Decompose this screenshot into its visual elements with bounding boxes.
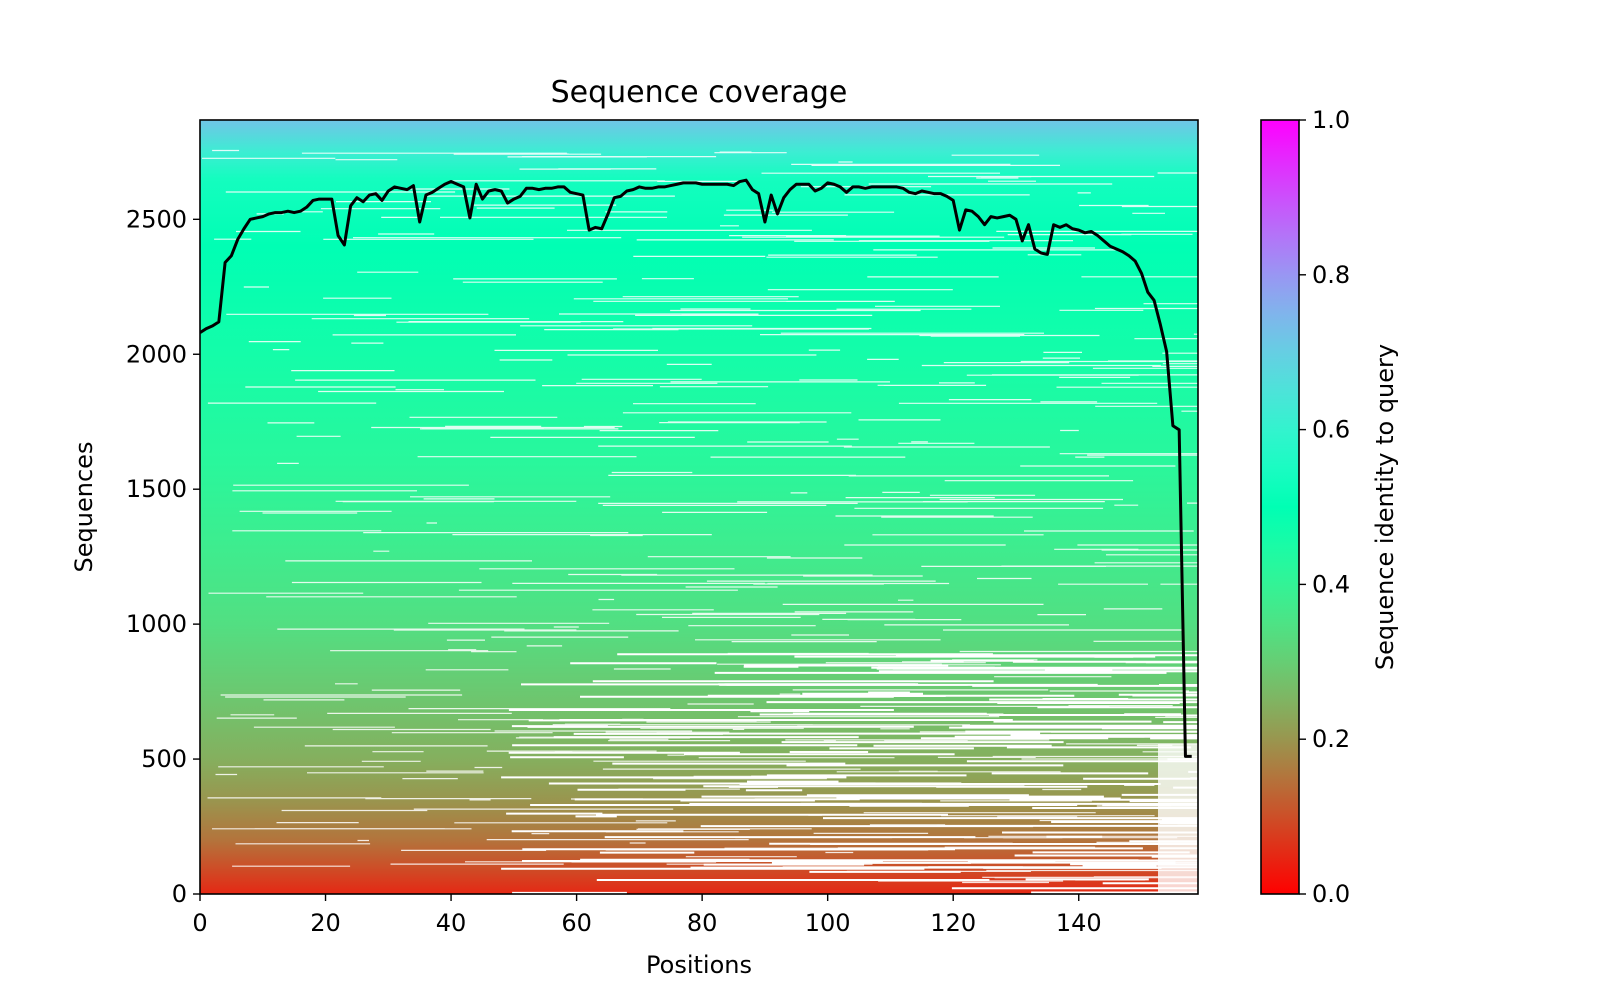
x-tick-label: 40 <box>436 909 467 937</box>
colorbar-tick-label: 0.0 <box>1312 880 1350 908</box>
colorbar-tick-label: 0.6 <box>1312 416 1350 444</box>
y-tick-label: 2000 <box>126 340 187 368</box>
y-tick-label: 2500 <box>126 205 187 233</box>
x-tick-label: 20 <box>310 909 341 937</box>
y-tick-label: 500 <box>141 745 187 773</box>
heatmap-gap-lines-lower <box>501 653 1198 894</box>
colorbar-label: Sequence identity to query <box>1371 344 1399 670</box>
x-tick-label: 120 <box>930 909 976 937</box>
y-tick-label: 1500 <box>126 475 187 503</box>
colorbar: 0.0 0.2 0.4 0.6 0.8 1.0 Sequence identity to … <box>1260 106 1399 908</box>
x-tick-label: 140 <box>1056 909 1102 937</box>
colorbar-body <box>1260 119 1300 895</box>
x-tick-label: 100 <box>805 909 851 937</box>
colorbar-tick-label: 1.0 <box>1312 106 1350 134</box>
colorbar-tick-label: 0.8 <box>1312 261 1350 289</box>
x-axis-ticks: 0 20 40 60 80 100 120 140 <box>192 894 1102 937</box>
coverage-line <box>200 178 1192 758</box>
y-axis-ticks: 0 500 1000 1500 2000 2500 <box>126 205 200 908</box>
plot-frame <box>199 119 1199 895</box>
y-tick-label: 0 <box>172 880 187 908</box>
colorbar-tick-label: 0.4 <box>1312 570 1350 598</box>
x-tick-label: 0 <box>192 909 207 937</box>
x-tick-label: 60 <box>561 909 592 937</box>
chart-title: Sequence coverage <box>551 75 848 110</box>
y-axis-label: Sequences <box>70 442 98 573</box>
x-axis-label: Positions <box>646 951 752 979</box>
colorbar-tick-label: 0.2 <box>1312 725 1350 753</box>
plot-area <box>199 119 1199 895</box>
heatmap-uncovered-corner <box>1158 744 1198 894</box>
colorbar-ticks: 0.0 0.2 0.4 0.6 0.8 1.0 <box>1299 106 1350 908</box>
x-tick-label: 80 <box>687 909 718 937</box>
heatmap-gaps <box>202 149 1198 894</box>
heatmap-gap-lines <box>202 149 1198 884</box>
y-tick-label: 1000 <box>126 610 187 638</box>
